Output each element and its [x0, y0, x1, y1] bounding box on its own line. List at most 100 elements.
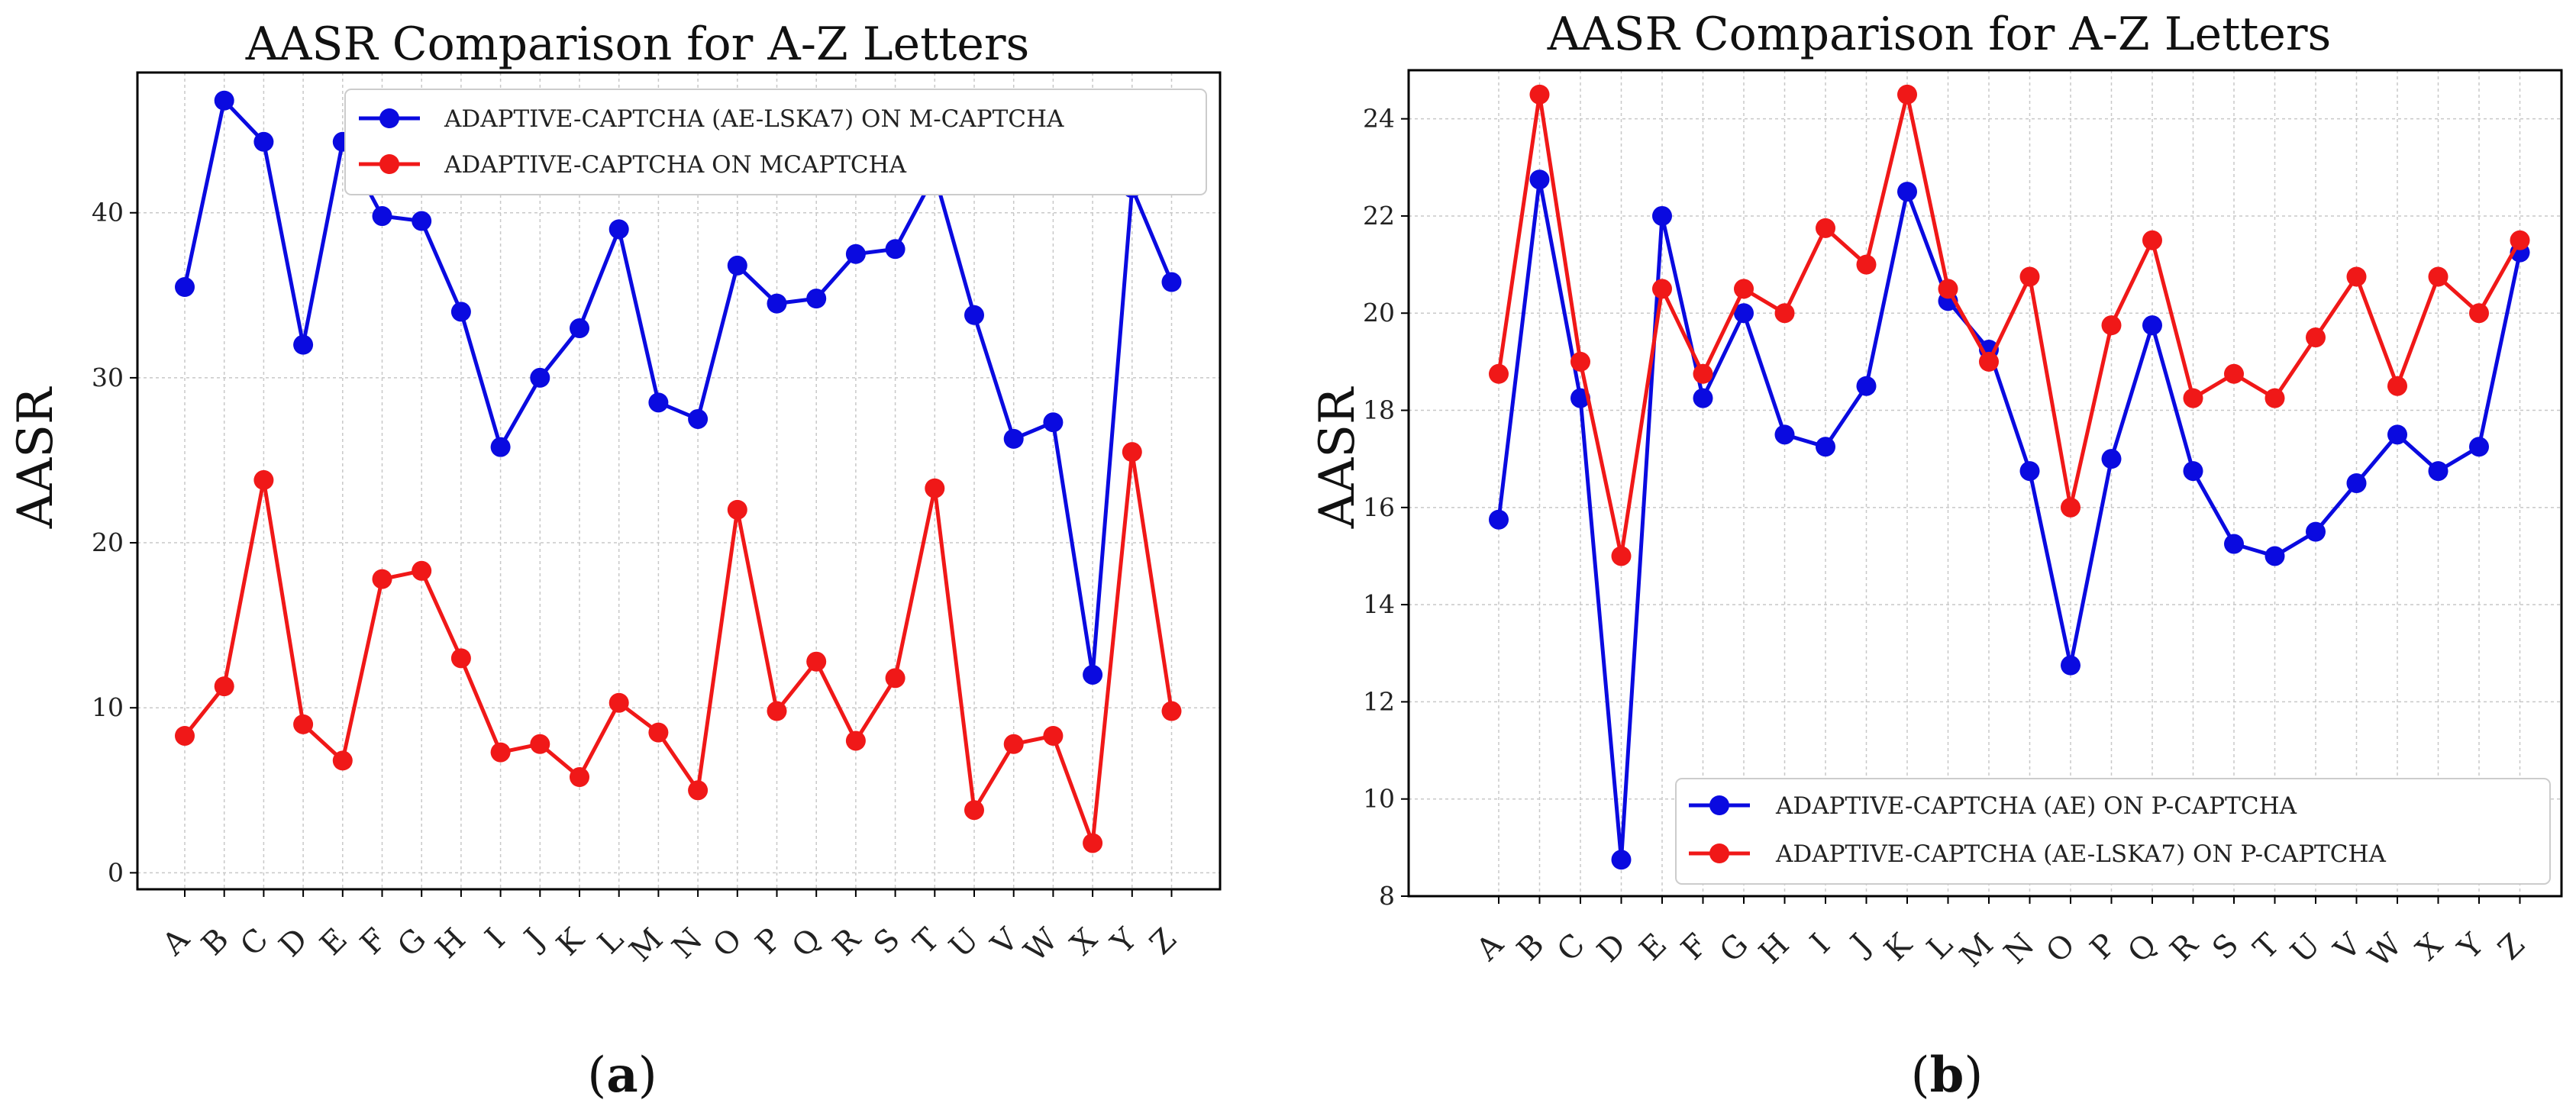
chart-b-frame — [1407, 69, 2563, 898]
chart-a-caption-open: ( — [587, 1047, 606, 1104]
chart-b-ytick-label-0: 8 — [1379, 881, 1395, 911]
chart-a-series-1-point-15 — [767, 701, 787, 721]
chart-b-series-1-point-13 — [2019, 266, 2040, 287]
chart-b-legend-marker-1 — [1709, 843, 1729, 863]
chart-a-series-0-point-20 — [964, 305, 984, 325]
chart-a-series-1-point-6 — [412, 560, 432, 581]
chart-b-series-0-point-17 — [2183, 461, 2203, 482]
chart-a-series-1-point-16 — [806, 651, 827, 672]
chart-a-series-1-point-10 — [570, 767, 589, 788]
chart-b-series-0-point-19 — [2264, 546, 2285, 566]
chart-b-caption: (b) — [1911, 1047, 1984, 1104]
chart-a-xtick-label-13: N — [666, 922, 709, 966]
chart-b: AASR Comparison for A-Z Letters AASR 8 10… — [1309, 8, 2563, 1104]
chart-b-series-1-point-3 — [1611, 546, 1632, 566]
chart-a-series-1-point-9 — [530, 734, 550, 754]
chart-b-series-0-point-22 — [2387, 424, 2407, 445]
chart-a-series-0-point-5 — [372, 206, 392, 227]
chart-b-xtick-label-9: J — [1842, 927, 1878, 963]
chart-a-xtick-label-22: W — [1018, 922, 1065, 969]
chart-b-xtick-label-15: P — [2084, 927, 2123, 967]
chart-a-ytick-label-2: 20 — [92, 527, 124, 557]
chart-b-xtick-label-1: B — [1510, 927, 1551, 968]
chart-a-ytick-label-1: 10 — [92, 692, 124, 722]
chart-b-xtick-label-24: Y — [2451, 927, 2490, 966]
chart-b-series-1-point-4 — [1652, 279, 1672, 299]
chart-a-series-0-point-22 — [1043, 412, 1064, 433]
chart-a-caption-letter: a — [606, 1047, 638, 1104]
chart-b-series-0-point-8 — [1816, 437, 1835, 457]
chart-b-series-1-point-16 — [2142, 230, 2162, 250]
chart-a-series-0-point-8 — [490, 437, 511, 457]
chart-b-xtick-label-5: F — [1674, 927, 1714, 967]
chart-a-xtick-label-17: R — [826, 921, 868, 963]
chart-a-legend-marker-0 — [379, 108, 399, 128]
chart-b-y-ticks: 8 10 12 14 16 18 20 22 24 — [1363, 104, 1409, 911]
chart-a-xtick-label-24: Y — [1104, 921, 1144, 961]
chart-a-series-0-point-13 — [688, 408, 709, 429]
chart-b-series-1-line — [1496, 92, 2522, 558]
chart-a-xtick-label-1: B — [195, 922, 235, 963]
chart-a-series-0-point-0 — [175, 277, 195, 298]
chart-a-series-0-point-9 — [530, 367, 550, 388]
chart-a-frame — [136, 71, 1222, 891]
chart-a-series-0-point-16 — [806, 289, 827, 309]
chart-a-y-ticks: 0 10 20 30 40 — [92, 198, 137, 887]
chart-a-series-1-point-14 — [727, 499, 747, 520]
chart-b-series-0-point-18 — [2224, 534, 2244, 554]
chart-a-series-1-point-12 — [648, 722, 669, 743]
chart-b-caption-open: ( — [1911, 1047, 1930, 1104]
chart-b-ytick-label-4: 16 — [1363, 492, 1395, 522]
chart-a-series-1-point-11 — [608, 692, 629, 713]
chart-a-series-0-point-15 — [767, 293, 787, 314]
chart-b-ytick-label-3: 14 — [1363, 589, 1395, 619]
chart-b-xtick-label-2: C — [1551, 927, 1592, 969]
chart-b-series-0-point-23 — [2428, 461, 2448, 482]
chart-a-xtick-label-15: P — [749, 922, 789, 962]
chart-a-xtick-label-3: D — [273, 922, 315, 964]
chart-a-series-1-point-17 — [845, 731, 866, 751]
chart-a-legend-box — [344, 89, 1207, 195]
chart-b-series-1-point-2 — [1570, 351, 1590, 372]
chart-b-series-1-point-15 — [2101, 315, 2122, 336]
chart-b-grid — [1409, 70, 2561, 897]
chart-a-series-1-line — [183, 450, 1173, 845]
chart-b-series-0-point-10 — [1897, 182, 1917, 202]
chart-b-series-1-point-5 — [1693, 363, 1713, 384]
chart-b-series-0-point-1 — [1529, 169, 1550, 190]
chart-b-xtick-label-11: L — [1920, 927, 1959, 966]
chart-b-series-0-point-20 — [2306, 521, 2326, 542]
chart-b-ytick-label-2: 12 — [1363, 686, 1395, 716]
chart-a-xtick-label-12: M — [623, 922, 670, 969]
chart-b-xtick-label-13: N — [1997, 927, 2041, 971]
chart-b-xtick-label-0: A — [1469, 927, 1510, 968]
chart-b-series-1-point-18 — [2224, 363, 2244, 384]
chart-b-series-1-point-24 — [2469, 303, 2489, 324]
chart-b-legend-label-1: ADAPTIVE-CAPTCHA (AE-LSKA7) ON P-CAPTCHA — [1775, 840, 2386, 868]
chart-b-series-0-point-24 — [2469, 437, 2489, 457]
chart-a-series-1-point-18 — [885, 668, 905, 689]
chart-b-xtick-label-21: V — [2327, 927, 2368, 968]
chart-a-xtick-label-18: S — [867, 922, 907, 962]
chart-b-series-0-point-7 — [1774, 424, 1795, 445]
chart-a-series-0-point-18 — [885, 239, 905, 260]
chart-a-caption-close: ) — [638, 1047, 657, 1104]
chart-b-series-1-point-0 — [1489, 363, 1509, 384]
chart-a-series-0-point-7 — [450, 302, 471, 322]
chart-b-series-0-point-4 — [1652, 205, 1672, 226]
chart-b-series-1-point-17 — [2183, 388, 2203, 408]
chart-b-xtick-label-7: H — [1752, 927, 1796, 971]
chart-a-ytick-label-4: 40 — [92, 198, 124, 227]
chart-b-series-0-point-3 — [1611, 850, 1632, 870]
chart-a-legend: ADAPTIVE-CAPTCHA (AE-LSKA7) ON M-CAPTCHA… — [344, 89, 1207, 195]
chart-a-legend-marker-1 — [379, 154, 399, 174]
chart-a-xtick-label-4: E — [314, 922, 354, 963]
chart-b-series-1-point-21 — [2346, 266, 2367, 287]
chart-a-xtick-label-2: C — [234, 922, 275, 963]
chart-b-series-1-point-20 — [2306, 327, 2326, 348]
chart-a-xtick-label-20: U — [943, 922, 986, 965]
chart-a-series-0-point-11 — [608, 219, 629, 240]
chart-b-series-1-point-23 — [2428, 266, 2448, 287]
